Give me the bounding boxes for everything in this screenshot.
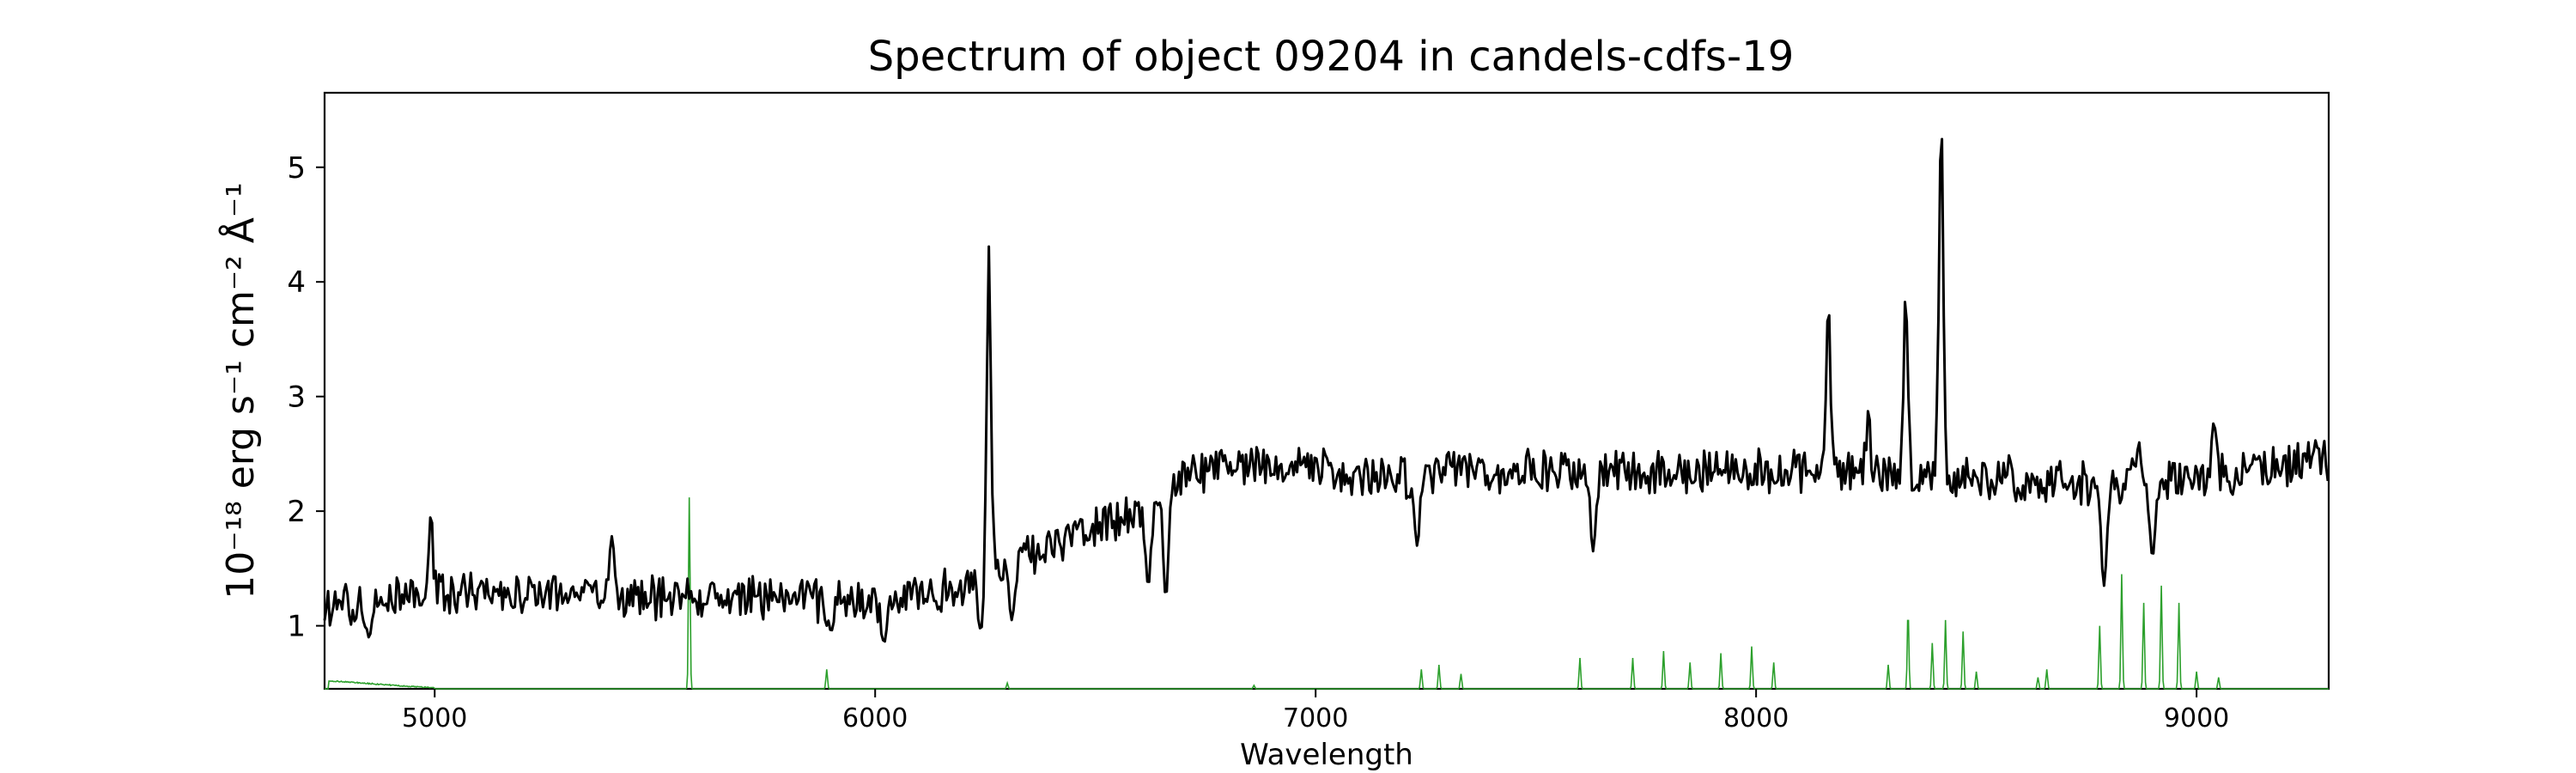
x-tick-label: 6000 — [842, 703, 908, 733]
x-tick-label: 5000 — [402, 703, 467, 733]
x-tick-label: 7000 — [1283, 703, 1348, 733]
sky-spectrum-line — [325, 497, 2329, 690]
chart-title: Spectrum of object 09204 in candels-cdfs… — [868, 33, 1795, 81]
object-spectrum-line — [323, 137, 2330, 643]
y-tick-label: 5 — [287, 151, 306, 186]
plot-area — [323, 91, 2330, 691]
object-spectrum — [323, 137, 2330, 643]
x-tick-label: 8000 — [1723, 703, 1789, 733]
x-tick-label: 9000 — [2164, 703, 2229, 733]
y-axis-label: 10⁻¹⁸ erg s⁻¹ cm⁻² Å⁻¹ — [217, 182, 263, 599]
sky-spectrum — [325, 497, 2329, 690]
plot-frame — [323, 91, 2330, 691]
y-tick-label: 4 — [287, 265, 306, 300]
y-tick-label: 1 — [287, 610, 306, 644]
x-axis-label: Wavelength — [1240, 738, 1413, 772]
y-axis: 1 2 3 4 5 — [287, 151, 325, 644]
y-tick-label: 3 — [287, 380, 306, 415]
x-axis: 5000 6000 7000 8000 9000 — [402, 689, 2229, 733]
y-tick-label: 2 — [287, 495, 306, 529]
